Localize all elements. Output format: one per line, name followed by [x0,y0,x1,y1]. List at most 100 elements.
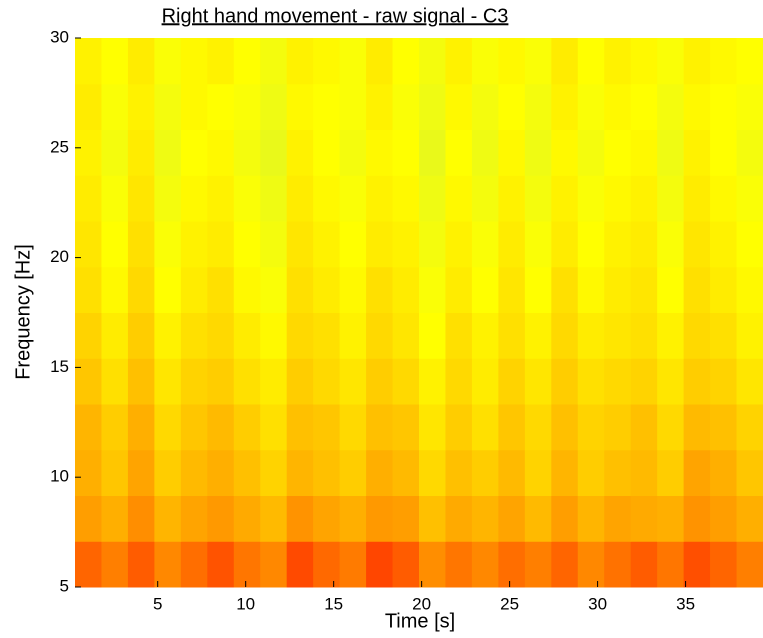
heatmap-cell [710,129,738,176]
heatmap-cell [604,495,632,542]
heatmap-cell [207,358,235,405]
heatmap-cell [736,495,763,542]
heatmap-cell [313,175,341,222]
heatmap-cell [180,38,208,85]
heatmap-cell [604,129,632,176]
heatmap-cell [127,495,155,542]
heatmap-cell [101,38,129,85]
heatmap-cell [366,312,394,359]
heatmap-cell [657,83,685,130]
heatmap-cell [551,175,579,222]
x-tick-label: 35 [676,594,695,613]
heatmap-cell [524,221,552,268]
heatmap-cell [445,266,473,313]
heatmap-cell [207,38,235,85]
heatmap-cell [498,404,526,451]
heatmap-cell [604,175,632,222]
heatmap-cell [577,83,605,130]
heatmap-cell [127,221,155,268]
heatmap-cell [313,449,341,496]
heatmap-cell [551,129,579,176]
heatmap-cell [630,312,658,359]
heatmap-cell [551,541,579,588]
heatmap-cell [339,495,367,542]
heatmap-cell [392,541,420,588]
heatmap-cell [577,449,605,496]
heatmap-cell [736,449,763,496]
heatmap-cell [339,358,367,405]
heatmap-cell [498,129,526,176]
heatmap-cell [339,266,367,313]
heatmap-cell [524,312,552,359]
heatmap-cell [392,404,420,451]
heatmap-cell [736,541,763,588]
heatmap-cell [471,312,499,359]
x-tick-label: 10 [236,594,255,613]
heatmap-cell [75,495,102,542]
heatmap-cell [339,38,367,85]
heatmap-cell [710,495,738,542]
heatmap-cell [657,266,685,313]
heatmap-cell [577,541,605,588]
heatmap-cell [313,312,341,359]
heatmap-cell [286,221,314,268]
heatmap-cell [233,495,261,542]
heatmap-cell [154,495,182,542]
heatmap-cell [524,358,552,405]
heatmap-cell [710,449,738,496]
heatmap-cell [286,449,314,496]
heatmap-cell [366,221,394,268]
heatmap-cell [577,129,605,176]
heatmap-cell [127,38,155,85]
heatmap-cell [630,129,658,176]
heatmap-cell [286,312,314,359]
heatmap-cell [286,129,314,176]
heatmap-cell [524,449,552,496]
heatmap-cell [419,266,446,313]
heatmap-cell [233,312,261,359]
heatmap-cell [710,38,738,85]
heatmap-cell [207,129,235,176]
heatmap-cell [392,358,420,405]
heatmap-cell [101,312,129,359]
y-axis-label: Frequency [Hz] [12,244,34,380]
heatmap-cell [736,129,763,176]
heatmap-cell [260,541,288,588]
heatmap-cell [392,449,420,496]
heatmap-cell [683,312,711,359]
heatmap-cell [419,541,446,588]
heatmap-cell [154,175,182,222]
heatmap-cell [75,129,102,176]
heatmap-cell [339,449,367,496]
heatmap-cell [445,404,473,451]
heatmap-cell [736,221,763,268]
heatmap-cell [445,312,473,359]
heatmap-cell [710,221,738,268]
heatmap-cell [551,449,579,496]
heatmap-cell [366,175,394,222]
heatmap-cell [233,221,261,268]
y-tick-label: 10 [50,467,69,486]
heatmap-cell [180,449,208,496]
heatmap-cell [498,38,526,85]
x-tick-label: 25 [500,594,519,613]
heatmap-cell [339,221,367,268]
heatmap-cell [207,83,235,130]
heatmap-cell [233,83,261,130]
heatmap-cell [101,358,129,405]
heatmap-cell [233,449,261,496]
heatmap-cell [471,38,499,85]
heatmap-cell [604,221,632,268]
heatmap-cell [471,129,499,176]
heatmap-cell [101,175,129,222]
heatmap-cell [260,312,288,359]
heatmap-cell [207,266,235,313]
heatmap-cell [736,266,763,313]
heatmap-cell [551,38,579,85]
heatmap-cell [471,358,499,405]
heatmap-cell [127,175,155,222]
heatmap-cell [710,404,738,451]
heatmap-cell [657,221,685,268]
heatmap-cell [180,312,208,359]
heatmap-cell [101,449,129,496]
